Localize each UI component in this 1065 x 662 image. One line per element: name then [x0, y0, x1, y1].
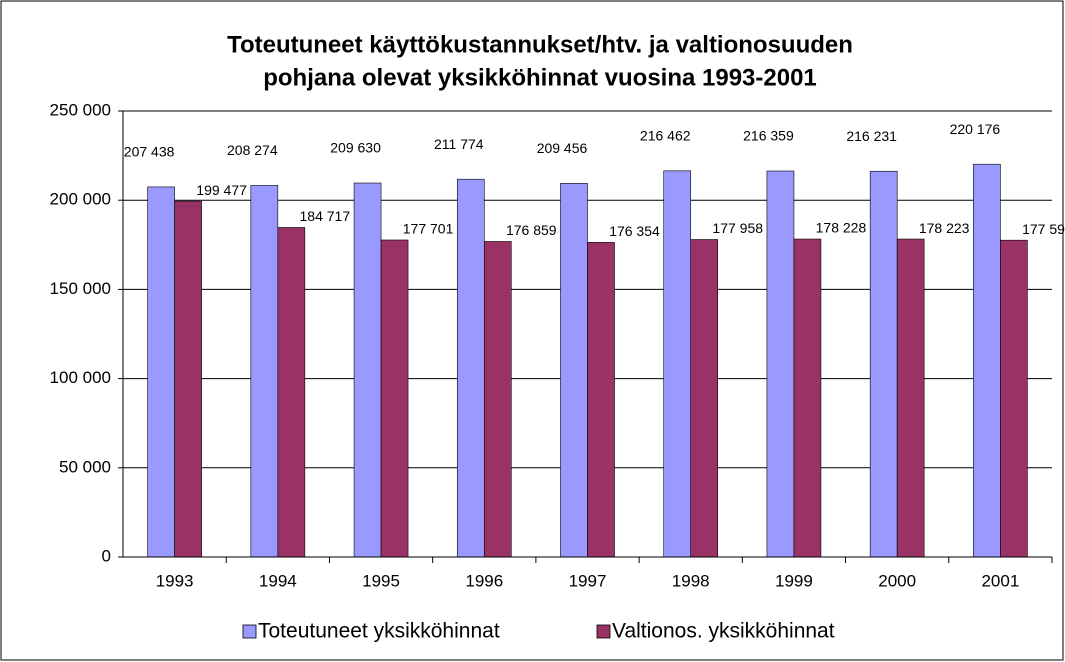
bar — [147, 186, 175, 558]
value-label: 209 630 — [330, 140, 381, 156]
value-label: 199 477 — [196, 182, 247, 198]
value-label: 216 462 — [640, 128, 691, 144]
value-label: 209 456 — [537, 140, 588, 156]
value-label: 208 274 — [227, 142, 278, 158]
x-tick-label: 1993 — [156, 571, 194, 590]
bar — [793, 238, 822, 558]
x-tick-label: 1999 — [775, 571, 813, 590]
value-label: 220 176 — [950, 121, 1001, 137]
bar — [250, 185, 279, 558]
value-label: 176 354 — [609, 223, 660, 239]
x-tick-label: 1998 — [672, 571, 710, 590]
value-label: 207 438 — [124, 144, 175, 160]
legend-label: Valtionos. yksikköhinnat — [612, 620, 835, 643]
bar — [766, 170, 795, 558]
bar — [560, 183, 588, 558]
x-tick-label: 1997 — [569, 571, 607, 590]
bar — [690, 239, 719, 558]
bar — [277, 227, 306, 558]
y-tick-label: 200 000 — [50, 190, 111, 209]
bar — [1000, 239, 1028, 558]
bar — [663, 170, 692, 558]
bar — [483, 241, 512, 558]
bar — [973, 163, 1001, 558]
bar — [456, 178, 485, 558]
value-label: 184 717 — [300, 208, 351, 224]
y-tick-label: 0 — [102, 546, 111, 565]
value-label: 177 593 — [1022, 221, 1065, 237]
y-tick-label: 150 000 — [50, 279, 111, 298]
bar — [353, 182, 382, 558]
value-label: 177 958 — [712, 220, 763, 236]
chart-title: Toteutuneet käyttökustannukset/htv. ja v… — [227, 31, 853, 58]
legend-label: Toteutuneet yksikköhinnat — [258, 620, 500, 643]
value-label: 178 223 — [919, 220, 970, 236]
x-tick-label: 2000 — [878, 571, 916, 590]
x-tick-label: 2001 — [981, 571, 1019, 590]
x-tick-label: 1996 — [465, 571, 503, 590]
x-tick-label: 1994 — [259, 571, 297, 590]
value-label: 176 859 — [506, 222, 557, 238]
y-tick-label: 100 000 — [50, 368, 111, 387]
bar — [587, 242, 615, 558]
y-tick-label: 250 000 — [50, 100, 111, 119]
legend-swatch — [242, 624, 257, 639]
value-label: 178 228 — [816, 220, 867, 236]
value-label: 216 359 — [743, 128, 794, 144]
bar — [174, 200, 202, 558]
bar — [380, 239, 409, 558]
x-tick-label: 1995 — [362, 571, 400, 590]
value-label: 211 774 — [434, 136, 484, 152]
value-label: 177 701 — [403, 221, 454, 237]
bar — [869, 170, 898, 558]
value-label: 216 231 — [846, 128, 897, 144]
bar — [896, 238, 925, 558]
legend-swatch — [596, 624, 611, 639]
chart-title: pohjana olevat yksikköhinnat vuosina 199… — [263, 64, 817, 91]
y-tick-label: 50 000 — [59, 457, 111, 476]
